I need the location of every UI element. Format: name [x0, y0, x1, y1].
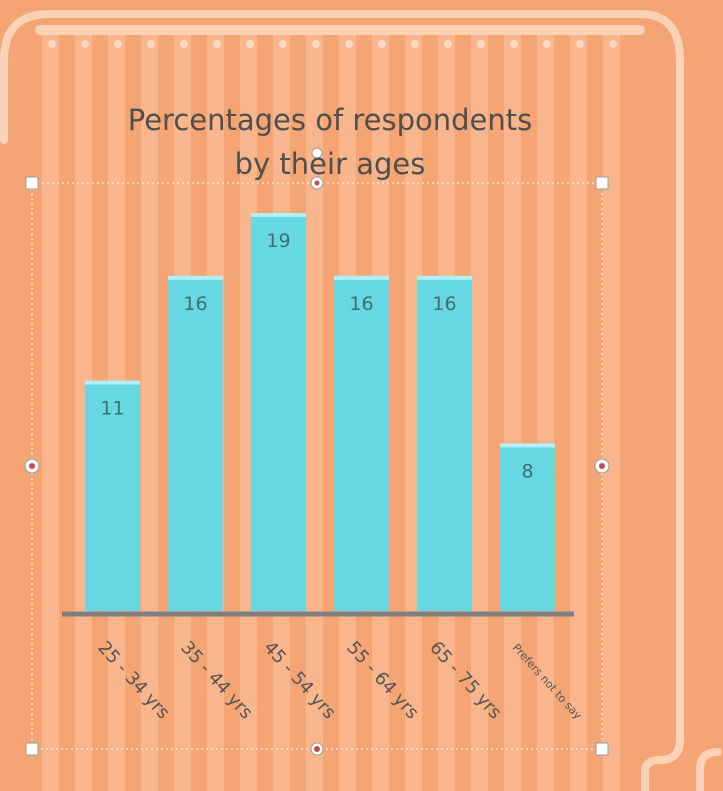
rod-peg [180, 40, 188, 48]
rod-peg [576, 40, 584, 48]
bar-top-highlight [168, 275, 223, 280]
rod-peg [510, 40, 518, 48]
rod-peg [543, 40, 551, 48]
bar-top-highlight [85, 380, 140, 385]
rod-peg [114, 40, 122, 48]
rod-peg [213, 40, 221, 48]
data-label: 16 [432, 293, 456, 315]
rod-peg [147, 40, 155, 48]
resize-handle-bottom-left[interactable] [25, 742, 39, 756]
decorative-frame [0, 10, 722, 791]
resize-handle-right-mid-dot [599, 463, 605, 469]
frame-rod-pegs [48, 40, 617, 48]
rod-peg [378, 40, 386, 48]
chart-title-line-1: Percentages of respondents [127, 103, 533, 137]
rod-peg [609, 40, 617, 48]
rod-peg [246, 40, 254, 48]
bar-series: 11 16 19 16 16 8 [85, 212, 555, 611]
rod-peg [312, 40, 320, 48]
resize-handle-left-mid-dot [29, 463, 35, 469]
background-stripe [42, 30, 59, 791]
rod-peg [477, 40, 485, 48]
data-label: 8 [521, 460, 533, 482]
rod-peg [81, 40, 89, 48]
background-stripe [471, 30, 488, 791]
frame-right-hook [696, 748, 722, 791]
resize-handle-top-right[interactable] [595, 176, 609, 190]
background-stripe [603, 30, 620, 791]
resize-handle-bottom-mid-dot [314, 746, 320, 752]
frame-left-arch [0, 10, 684, 744]
rod-peg [411, 40, 419, 48]
resize-handle-bottom-right[interactable] [595, 742, 609, 756]
rod-peg [48, 40, 56, 48]
bar [334, 275, 389, 611]
bar-top-highlight [417, 275, 472, 280]
background-stripe [570, 30, 587, 791]
bar [251, 212, 306, 611]
frame-bottom-curl [641, 736, 684, 791]
bar-top-highlight [251, 212, 306, 217]
bar [417, 275, 472, 611]
chart-title: Percentages of respondents by their ages [100, 98, 560, 186]
data-label: 16 [183, 293, 207, 315]
bar-top-highlight [500, 443, 555, 448]
rod-peg [444, 40, 452, 48]
data-label: 19 [266, 230, 290, 252]
rod-peg [279, 40, 287, 48]
rotate-handle[interactable] [311, 147, 323, 159]
rod-peg [345, 40, 353, 48]
background-stripe [306, 30, 323, 791]
resize-handle-top-mid-dot [314, 180, 320, 186]
background-stripe [141, 30, 158, 791]
bar [85, 380, 140, 611]
selection-handles[interactable] [24, 147, 610, 756]
resize-handle-top-left[interactable] [25, 176, 39, 190]
bar-top-highlight [334, 275, 389, 280]
chart-title-line-2: by their ages [234, 147, 426, 181]
bar [500, 443, 555, 611]
data-label: 11 [100, 398, 124, 420]
data-label: 16 [349, 293, 373, 315]
bar [168, 275, 223, 611]
